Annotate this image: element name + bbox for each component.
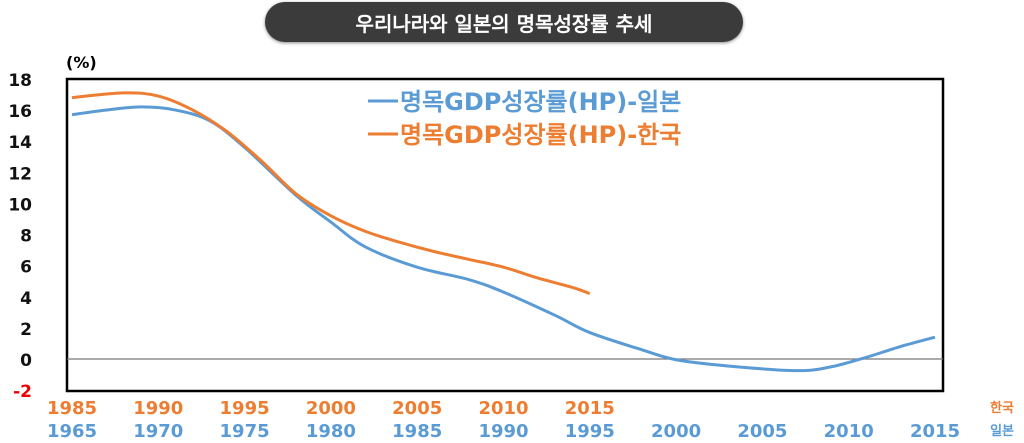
- y-tick-label: 18: [8, 71, 32, 91]
- x-tick-label-japan: 1985: [392, 421, 442, 442]
- x-axis-name: 일본: [990, 424, 1014, 439]
- y-tick-label: 12: [8, 164, 32, 184]
- x-tick-label-japan: 2005: [737, 421, 787, 442]
- x-tick-label-korea: 2015: [565, 398, 615, 419]
- y-tick-label: 6: [20, 258, 32, 278]
- series-line-korea: [71, 91, 591, 296]
- y-tick-label: -2: [13, 382, 32, 402]
- x-tick-label-japan: 1970: [133, 421, 183, 442]
- x-tick-label-japan: 1995: [565, 421, 615, 442]
- x-axis-name: 한국: [990, 400, 1014, 416]
- y-tick-label: 16: [8, 102, 32, 122]
- x-tick-label-japan: 1990: [478, 421, 528, 442]
- x-tick-label-japan: 1975: [220, 421, 270, 442]
- legend-label: 명목GDP성장률(HP)-일본: [400, 88, 681, 116]
- x-tick-label-korea: 2010: [478, 398, 528, 419]
- y-tick-label: 14: [8, 133, 32, 153]
- x-tick-label-korea: 1995: [220, 398, 270, 419]
- x-tick-label-korea: 2005: [392, 398, 442, 419]
- x-tick-label-japan: 2000: [651, 421, 701, 442]
- series-line-japan: [71, 105, 936, 373]
- x-tick-label-japan: 2010: [824, 421, 874, 442]
- x-tick-label-japan: 1980: [306, 421, 356, 442]
- x-tick-label-korea: 1985: [47, 398, 97, 419]
- y-tick-label: 10: [8, 195, 32, 215]
- plot-frame: [65, 77, 945, 393]
- legend-label: 명목GDP성장률(HP)-한국: [400, 121, 681, 149]
- y-axis-label: (%): [66, 53, 97, 72]
- y-tick-label: 2: [20, 320, 32, 340]
- y-tick-label: 0: [20, 351, 32, 371]
- x-tick-label-japan: 1965: [47, 421, 97, 442]
- y-tick-label: 4: [20, 289, 32, 309]
- x-tick-label-korea: 2000: [306, 398, 356, 419]
- x-tick-label-japan: 2015: [910, 421, 960, 442]
- y-tick-label: 8: [20, 227, 32, 247]
- x-tick-label-korea: 1990: [133, 398, 183, 419]
- chart-title: 우리나라와 일본의 명목성장률 추세: [265, 2, 743, 42]
